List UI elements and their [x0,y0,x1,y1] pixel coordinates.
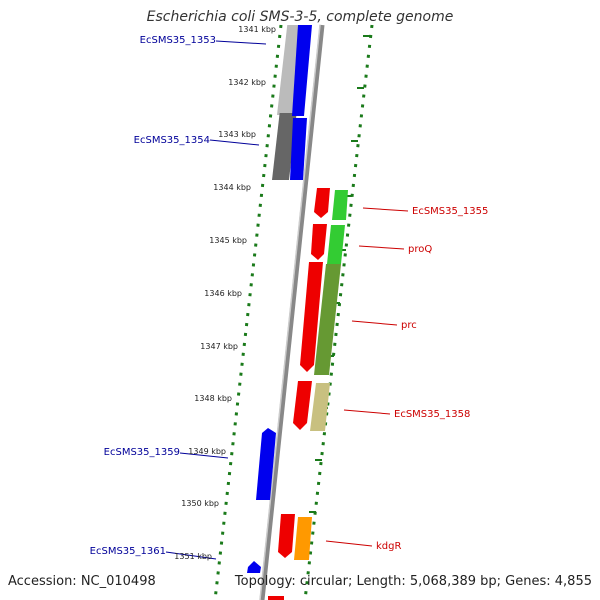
axis-tick-labels: 1341 kbp 1342 kbp 1343 kbp 1344 kbp 1345… [174,25,276,561]
label-kdgR[interactable]: kdgR [376,541,401,552]
label-EcSMS35_1358[interactable]: EcSMS35_1358 [394,409,470,420]
genome-summary: Topology: circular; Length: 5,068,389 bp… [234,574,592,589]
gene-prc-shape[interactable] [300,262,323,372]
gene-proQ-shape[interactable] [311,224,327,260]
tick-1350: 1350 kbp [181,499,219,508]
gene-EcSMS35_1359-shape[interactable] [256,428,276,500]
tick-1351: 1351 kbp [174,552,212,561]
tick-1347: 1347 kbp [200,342,238,351]
gene-EcSMS35_1355-shape[interactable] [314,188,330,218]
gene-extra-shape [268,596,284,600]
label-EcSMS35_1355[interactable]: EcSMS35_1355 [412,206,488,217]
label-EcSMS35_1359[interactable]: EcSMS35_1359 [104,447,180,458]
backbone-highlight [259,24,321,600]
label-leaders [165,40,409,560]
cds-prc [314,264,341,375]
label-prc[interactable]: prc [401,320,417,331]
label-proQ[interactable]: proQ [408,244,432,255]
outer-dotted-ring [303,24,374,600]
tick-1342: 1342 kbp [228,78,266,87]
genome-backbone [259,24,325,600]
cds-kdgR [294,517,312,560]
tick-1348: 1348 kbp [194,394,232,403]
gene-EcSMS35_1353-shape[interactable] [292,25,312,116]
tick-1346: 1346 kbp [204,289,242,298]
accession-label: Accession: NC_010498 [8,574,156,589]
cds-EcSMS35_1358 [310,383,330,431]
tick-1345: 1345 kbp [209,236,247,245]
gene-EcSMS35_1354-shape[interactable] [290,118,307,180]
gene-kdgR-shape[interactable] [278,514,295,558]
cds-EcSMS35_1355 [332,190,348,220]
cds-proQ [327,225,345,264]
inner-dotted-ring [213,24,283,600]
tick-1344: 1344 kbp [213,183,251,192]
track-block-dark [272,113,297,180]
label-EcSMS35_1361[interactable]: EcSMS35_1361 [90,546,166,557]
label-EcSMS35_1354[interactable]: EcSMS35_1354 [134,135,210,146]
label-EcSMS35_1353[interactable]: EcSMS35_1353 [140,35,216,46]
gene-labels: EcSMS35_1353 EcSMS35_1354 EcSMS35_1355 p… [90,35,489,557]
tick-1349: 1349 kbp [188,447,226,456]
tick-1343: 1343 kbp [218,130,256,139]
gene-EcSMS35_1361-shape[interactable] [247,561,261,573]
gene-EcSMS35_1358-shape[interactable] [293,381,312,430]
genome-title: Escherichia coli SMS-3-5, complete genom… [146,9,454,25]
tick-1341: 1341 kbp [238,25,276,34]
